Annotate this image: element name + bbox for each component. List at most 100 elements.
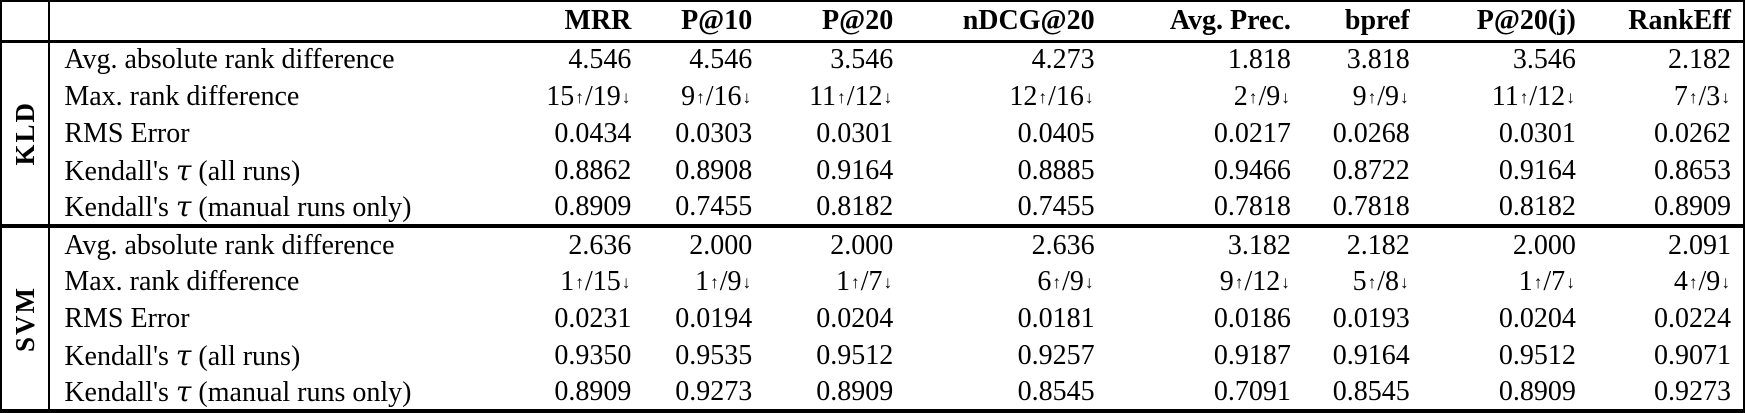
metric-value: 9↑/16↓	[681, 80, 752, 112]
metric-value: 0.9164	[1498, 154, 1576, 186]
table-row: RMS Error 0.0231 0.0194 0.0204 0.0181 0.0186 0…	[1, 300, 1744, 337]
metric-value: 0.9512	[816, 339, 894, 371]
metric-value: 2.091	[1587, 224, 1744, 263]
row-label: RMS Error	[64, 117, 190, 149]
up-arrow-icon: ↑	[575, 87, 584, 107]
metric-value: 3.182	[1106, 224, 1303, 263]
table-row: Max. rank difference 1↑/15↓ 1↑/9↓ 1↑/7↓ 6↑/9…	[1, 263, 1744, 300]
header-row: MRR P@10 P@20 nDCG@20 Avg. Prec. bpref P@20(j)…	[1, 1, 1744, 43]
column-header: RankEff	[1587, 1, 1744, 43]
metric-value: 4↑/9↓	[1673, 265, 1730, 297]
metric-value: 0.9187	[1213, 339, 1291, 371]
metric-value: 0.0268	[1332, 117, 1410, 149]
up-arrow-icon: ↑	[1688, 87, 1698, 107]
metric-value: 0.0204	[1498, 302, 1576, 334]
metric-value: 0.7091	[1213, 375, 1291, 407]
metric-value: 0.8653	[1654, 154, 1731, 186]
metric-value: 2.000	[643, 224, 765, 263]
corner-label-cell	[49, 1, 521, 43]
metric-value: 0.9512	[1498, 339, 1576, 371]
metric-value: 0.0231	[554, 302, 632, 334]
group-label-text: SVM	[9, 285, 40, 352]
down-arrow-icon: ↓	[1400, 87, 1409, 107]
up-arrow-icon: ↑	[696, 87, 705, 107]
row-label: Avg. absolute rank difference	[64, 44, 395, 76]
metric-value: 0.7455	[1017, 190, 1095, 222]
table-row: Kendall's τ (manual runs only) 0.8909 0.74…	[1, 189, 1744, 226]
metric-value: 7↑/3↓	[1673, 80, 1730, 112]
up-arrow-icon: ↑	[1038, 87, 1048, 107]
metric-value: 1↑/7↓	[836, 265, 893, 297]
metric-value: 2.182	[1302, 224, 1422, 263]
group-label: KLD	[1, 41, 51, 226]
metric-value: 3.818	[1346, 44, 1410, 76]
metric-value: 0.9350	[554, 339, 632, 371]
metric-value: 0.0434	[554, 117, 632, 149]
down-arrow-icon: ↓	[1281, 272, 1290, 292]
table-row: KLD Avg. absolute rank difference 4.546 4.5…	[1, 41, 1744, 226]
row-label: RMS Error	[64, 302, 190, 334]
metric-value: 1↑/15↓	[560, 265, 631, 297]
row-label: Avg. absolute rank difference	[49, 224, 521, 263]
up-arrow-icon: ↑	[837, 87, 846, 107]
up-arrow-icon: ↑	[1533, 272, 1543, 292]
metric-value: 15↑/19↓	[546, 80, 631, 112]
metric-value: 0.0262	[1654, 117, 1731, 149]
column-header: P@10	[643, 1, 765, 43]
metric-value: 0.0405	[1017, 117, 1095, 149]
down-arrow-icon: ↓	[1281, 87, 1290, 107]
down-arrow-icon: ↓	[621, 272, 631, 292]
metric-value: 1↑/9↓	[695, 265, 752, 297]
metric-value: 0.8885	[1017, 154, 1095, 186]
column-header: P@20	[764, 1, 906, 43]
metric-value: 0.0204	[816, 302, 894, 334]
metric-value: 0.0181	[1017, 302, 1095, 334]
metric-value: 0.9257	[1017, 339, 1095, 371]
up-arrow-icon: ↑	[1234, 272, 1244, 292]
corner-group-cell	[1, 1, 51, 43]
down-arrow-icon: ↓	[1084, 272, 1094, 292]
table-row: Kendall's τ (manual runs only) 0.8909 0.92…	[1, 374, 1744, 411]
down-arrow-icon: ↓	[1721, 87, 1730, 107]
down-arrow-icon: ↓	[621, 87, 631, 107]
column-header: P@20(j)	[1421, 1, 1588, 43]
metric-value: 0.9466	[1213, 154, 1291, 186]
column-header: bpref	[1302, 1, 1422, 43]
metric-value: 11↑/12↓	[809, 80, 893, 112]
row-label: Kendall's τ (manual runs only)	[64, 189, 412, 223]
column-header: nDCG@20	[905, 1, 1107, 43]
down-arrow-icon: ↓	[883, 87, 893, 107]
metric-value: 0.9164	[816, 154, 894, 186]
metric-value: 1.818	[1227, 44, 1291, 76]
metric-value: 0.8722	[1332, 154, 1410, 186]
metric-value: 6↑/9↓	[1037, 265, 1094, 297]
down-arrow-icon: ↓	[742, 272, 752, 292]
metric-value: 2.636	[520, 224, 644, 263]
metric-value: 4.546	[689, 44, 753, 76]
down-arrow-icon: ↓	[1566, 87, 1575, 107]
up-arrow-icon: ↑	[710, 272, 719, 292]
metric-value: 4.273	[1031, 44, 1095, 76]
down-arrow-icon: ↓	[1084, 87, 1094, 107]
table-row: RMS Error 0.0434 0.0303 0.0301 0.0405 0.0217 0…	[1, 115, 1744, 152]
metric-value: 12↑/16↓	[1009, 80, 1094, 112]
up-arrow-icon: ↑	[1367, 87, 1377, 107]
metric-value: 0.0301	[816, 117, 894, 149]
metric-value: 4.546	[568, 44, 632, 76]
metric-value: 0.0194	[675, 302, 753, 334]
down-arrow-icon: ↓	[1721, 272, 1730, 292]
metric-value: 0.0224	[1654, 302, 1731, 334]
group-label: SVM	[1, 224, 51, 411]
metric-value: 5↑/8↓	[1352, 265, 1409, 297]
metric-value: 9↑/12↓	[1219, 265, 1290, 297]
row-label: Max. rank difference	[64, 265, 300, 297]
metric-value: 1↑/7↓	[1518, 265, 1575, 297]
metric-value: 0.7455	[675, 190, 753, 222]
group-label-text: KLD	[9, 100, 40, 166]
down-arrow-icon: ↓	[883, 272, 893, 292]
metric-value: 0.9071	[1654, 339, 1731, 371]
metric-value: 2.000	[764, 224, 906, 263]
metric-value: 0.8909	[816, 375, 894, 407]
